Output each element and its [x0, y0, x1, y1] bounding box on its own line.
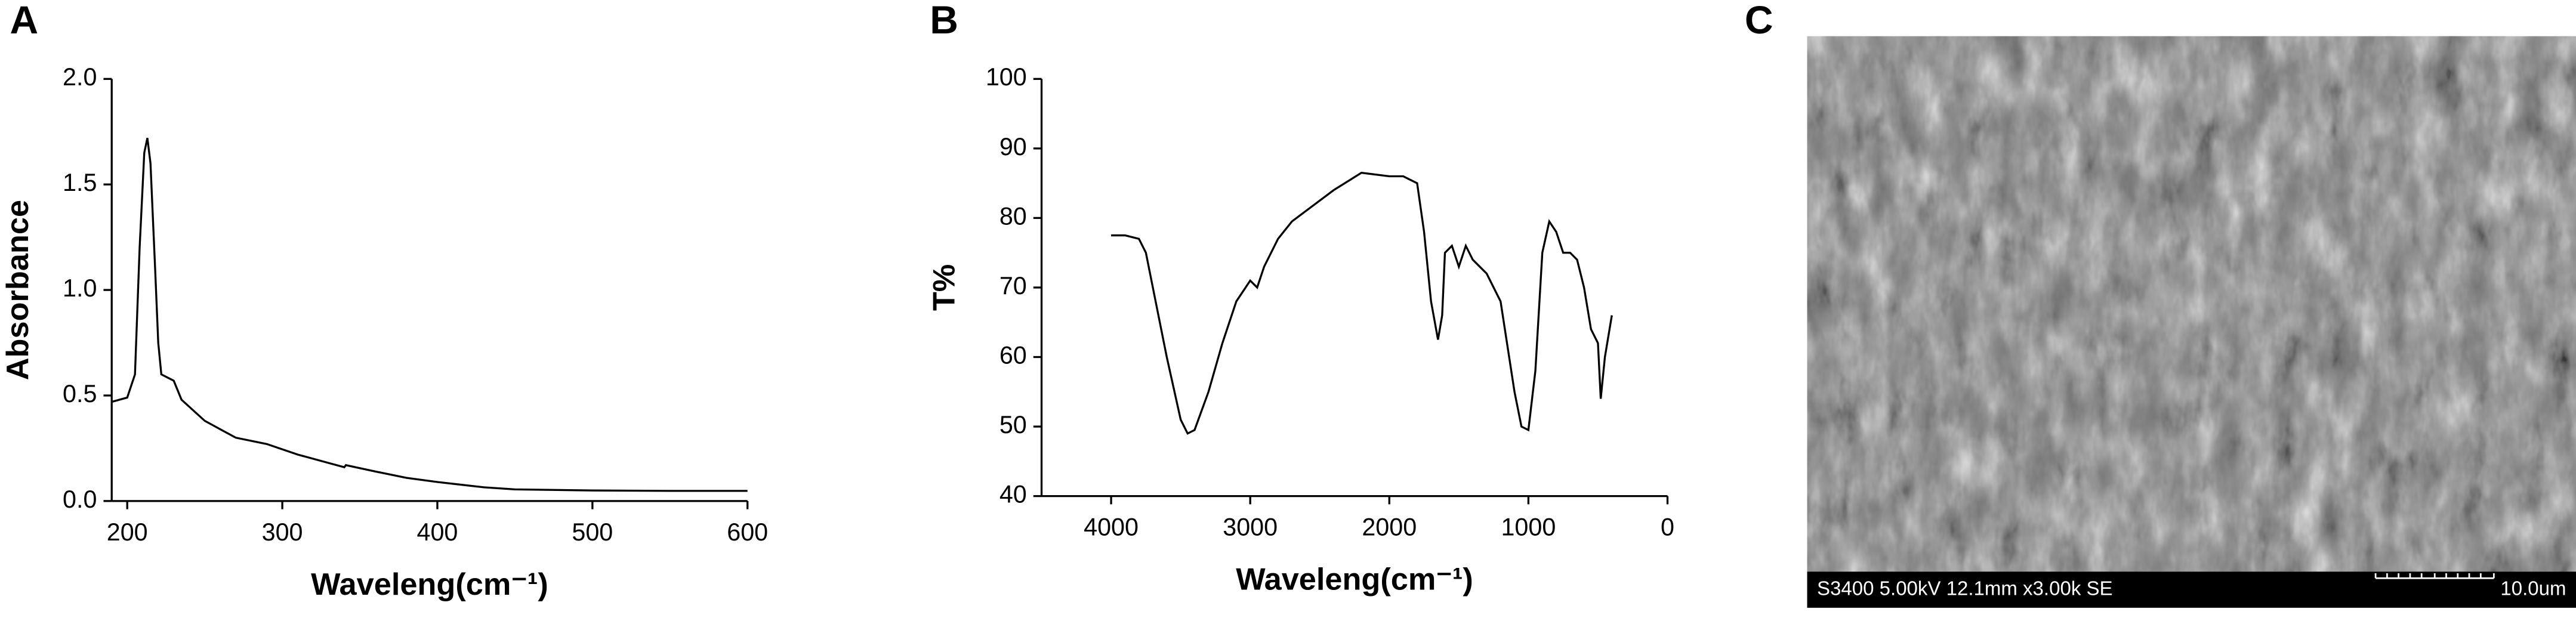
sem-panel: S3400 5.00kV 12.1mm x3.00k SE 10.0um C — [1745, 0, 2576, 608]
panel-label: B — [930, 0, 958, 42]
x-tick-label: 500 — [572, 518, 613, 546]
panel-label: C — [1745, 0, 1773, 42]
y-axis-label: T% — [927, 264, 962, 311]
sem-caption: S3400 5.00kV 12.1mm x3.00k SE — [1817, 577, 2113, 599]
x-tick-label: 1000 — [1501, 514, 1556, 541]
x-tick-label: 2000 — [1362, 514, 1417, 541]
x-tick-label: 200 — [107, 518, 148, 546]
scale-bar — [2374, 573, 2495, 579]
y-tick-label: 50 — [999, 411, 1027, 438]
y-tick-label: 80 — [999, 202, 1027, 230]
y-tick-label: 2.0 — [63, 63, 97, 91]
x-axis-label: Waveleng(cm⁻¹) — [1236, 563, 1473, 597]
x-axis-label: Waveleng(cm⁻¹) — [311, 567, 548, 602]
x-tick-label: 600 — [727, 518, 768, 546]
y-tick-label: 40 — [999, 481, 1027, 508]
y-tick-label: 1.5 — [63, 169, 97, 196]
x-tick-label: 4000 — [1084, 514, 1139, 541]
y-tick-label: 70 — [999, 272, 1027, 299]
y-tick-label: 100 — [986, 63, 1027, 91]
spectrum-line — [111, 138, 748, 492]
sem-texture — [1807, 36, 2576, 572]
scale-label: 10.0um — [2500, 577, 2566, 599]
y-tick-label: 60 — [999, 341, 1027, 369]
y-tick-label: 0.0 — [63, 486, 97, 513]
y-tick-label: 1.0 — [63, 274, 97, 302]
panel-label: A — [10, 0, 39, 42]
y-tick-label: 90 — [999, 133, 1027, 160]
x-tick-label: 3000 — [1223, 514, 1278, 541]
y-tick-label: 0.5 — [63, 380, 97, 407]
y-axis-label: Absorbance — [1, 200, 35, 380]
x-tick-label: 0 — [1661, 514, 1674, 541]
x-tick-label: 400 — [417, 518, 458, 546]
x-tick-label: 300 — [262, 518, 303, 546]
spectrum-line — [1111, 171, 1613, 435]
